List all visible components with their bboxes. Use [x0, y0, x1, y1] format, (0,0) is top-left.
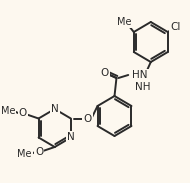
Text: O: O — [35, 147, 43, 157]
Text: N: N — [51, 104, 59, 114]
Text: O: O — [101, 68, 109, 78]
Text: O: O — [83, 113, 92, 124]
Text: Me: Me — [17, 149, 32, 159]
Text: HN: HN — [132, 70, 148, 80]
Text: NH: NH — [135, 82, 151, 92]
Text: Me: Me — [1, 107, 15, 117]
Text: Cl: Cl — [170, 22, 181, 32]
Text: Me: Me — [117, 17, 131, 27]
Text: O: O — [19, 109, 27, 119]
Text: N: N — [67, 132, 75, 143]
